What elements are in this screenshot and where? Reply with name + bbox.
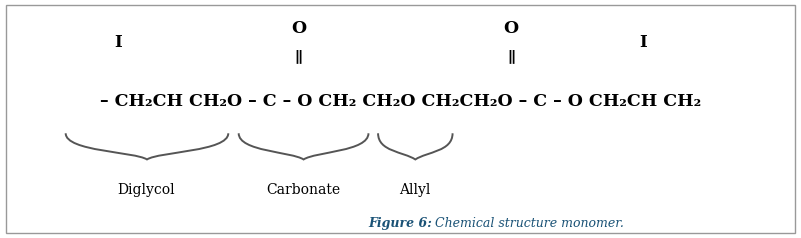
Text: O: O [504, 20, 518, 37]
Text: Figure 6:: Figure 6: [368, 217, 433, 230]
Text: Diglycol: Diglycol [118, 183, 175, 197]
Text: Allyl: Allyl [399, 183, 431, 197]
Text: I: I [115, 34, 123, 51]
Text: ∥: ∥ [507, 50, 515, 64]
Text: ∥: ∥ [295, 50, 303, 64]
Text: Chemical structure monomer.: Chemical structure monomer. [431, 217, 623, 230]
FancyBboxPatch shape [6, 5, 795, 233]
Text: I: I [639, 34, 647, 51]
Text: O: O [292, 20, 306, 37]
Text: – CH₂CH CH₂O – C – O CH₂ CH₂O CH₂CH₂O – C – O CH₂CH CH₂: – CH₂CH CH₂O – C – O CH₂ CH₂O CH₂CH₂O – … [100, 93, 701, 110]
Text: Carbonate: Carbonate [267, 183, 340, 197]
